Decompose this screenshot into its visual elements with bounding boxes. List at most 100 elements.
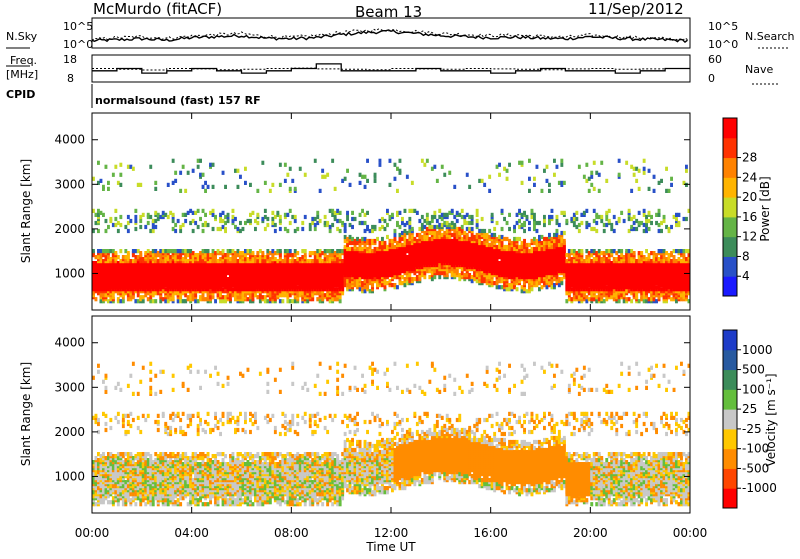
- power-cell: [431, 215, 434, 219]
- power-cell: [516, 287, 519, 291]
- power-cell: [234, 169, 237, 173]
- power-cell: [481, 229, 484, 233]
- power-cell: [438, 231, 441, 235]
- power-cell: [379, 219, 382, 223]
- power-cell: [518, 219, 521, 223]
- power-cell: [573, 223, 576, 227]
- power-cell: [159, 299, 162, 303]
- power-cell: [418, 247, 421, 251]
- power-cell: [521, 223, 524, 227]
- power-cell: [112, 223, 115, 227]
- power-cell: [513, 237, 516, 241]
- power-cell: [349, 247, 352, 251]
- power-cell: [214, 299, 217, 303]
- power-cell: [334, 187, 337, 191]
- power-cell: [399, 239, 402, 243]
- power-cell: [541, 235, 544, 239]
- power-cell: [426, 255, 429, 259]
- power-cell: [229, 249, 232, 253]
- power-cell: [321, 251, 324, 255]
- power-cell: [252, 211, 255, 215]
- power-cell: [249, 213, 252, 217]
- power-cell: [394, 237, 397, 241]
- power-cell: [264, 181, 267, 185]
- power-cell: [281, 259, 284, 263]
- power-cell: [366, 211, 369, 215]
- power-cell: [164, 253, 167, 257]
- power-cell: [456, 211, 459, 215]
- power-cell: [354, 239, 357, 243]
- power-cell: [580, 213, 583, 217]
- power-cell: [204, 297, 207, 301]
- power-cell: [349, 235, 352, 239]
- power-cell: [503, 167, 506, 171]
- power-cell: [590, 253, 593, 257]
- power-cell: [95, 213, 98, 217]
- power-cell: [189, 249, 192, 253]
- power-cell: [446, 269, 449, 273]
- power-cell: [558, 283, 561, 287]
- power-cell: [364, 229, 367, 233]
- power-cell: [152, 219, 155, 223]
- power-cell: [389, 215, 392, 219]
- power-cell: [331, 297, 334, 301]
- power-cell: [421, 235, 424, 239]
- power-cell: [451, 209, 454, 213]
- power-cell: [583, 267, 586, 271]
- power-cell: [259, 259, 262, 263]
- power-cell: [279, 183, 282, 187]
- power-cell: [506, 177, 509, 181]
- power-cell: [184, 213, 187, 217]
- power-cell: [528, 285, 531, 289]
- power-cell: [578, 229, 581, 233]
- power-cell: [531, 247, 534, 251]
- power-cell: [498, 173, 501, 177]
- power-cell: [463, 221, 466, 225]
- power-cell: [386, 259, 389, 263]
- power-cell: [416, 233, 419, 237]
- power-cell: [114, 223, 117, 227]
- power-cell: [271, 253, 274, 257]
- power-cell: [488, 235, 491, 239]
- power-cell: [194, 253, 197, 257]
- power-cell: [401, 237, 404, 241]
- power-cell: [496, 285, 499, 289]
- power-cell: [538, 269, 541, 273]
- power-cell: [107, 187, 110, 191]
- power-cell: [239, 175, 242, 179]
- power-cell: [202, 209, 205, 213]
- power-cell: [157, 283, 160, 287]
- power-cell: [127, 293, 130, 297]
- power-cell: [408, 277, 411, 281]
- power-cell: [339, 219, 342, 223]
- power-cell: [117, 181, 120, 185]
- power-cell: [234, 297, 237, 301]
- power-cell: [159, 249, 162, 253]
- power-cell: [551, 237, 554, 241]
- power-cell: [242, 293, 245, 297]
- power-cell: [461, 241, 464, 245]
- power-cell: [533, 183, 536, 187]
- power-cell: [590, 183, 593, 187]
- power-cell: [578, 279, 581, 283]
- power-cell: [339, 229, 342, 233]
- power-cell: [401, 221, 404, 225]
- power-cell: [224, 221, 227, 225]
- power-cell: [291, 299, 294, 303]
- power-cell: [256, 189, 259, 193]
- power-cell: [548, 233, 551, 237]
- power-cell: [471, 255, 474, 259]
- power-cell: [154, 299, 157, 303]
- power-cell: [585, 209, 588, 213]
- power-cell: [219, 257, 222, 261]
- power-cell: [408, 209, 411, 213]
- power-cell: [428, 237, 431, 241]
- power-cell: [401, 231, 404, 235]
- power-cell: [476, 219, 479, 223]
- power-cell: [491, 213, 494, 217]
- power-cell: [441, 271, 444, 275]
- power-cell: [309, 223, 312, 227]
- power-cell: [396, 211, 399, 215]
- power-cell: [361, 209, 364, 213]
- power-cell: [256, 295, 259, 299]
